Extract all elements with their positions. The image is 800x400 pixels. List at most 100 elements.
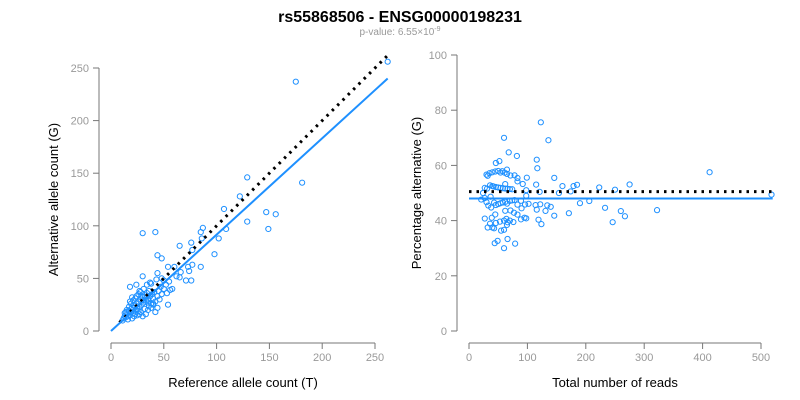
data-point	[215, 235, 222, 242]
data-point	[182, 277, 190, 284]
data-point	[176, 274, 183, 281]
x-axis-title: Total number of reads	[552, 375, 678, 390]
data-point	[244, 174, 251, 181]
data-point	[491, 225, 498, 232]
data-point	[500, 226, 508, 233]
data-point	[478, 196, 485, 203]
data-point	[507, 172, 514, 179]
data-point	[512, 240, 519, 247]
x-tick-label: 500	[752, 352, 770, 364]
right-panel: 0 20 40 60 80 100 0 100 200 300 400 500 Total number…	[409, 50, 775, 390]
data-point	[513, 152, 520, 160]
data-point	[706, 169, 713, 176]
y-tick-label: 200	[71, 116, 89, 128]
data-point	[136, 311, 143, 318]
x-tick-label: 100	[207, 352, 225, 364]
data-point	[492, 219, 499, 227]
data-point	[653, 207, 661, 214]
data-point	[492, 211, 499, 218]
reference-line	[118, 54, 389, 324]
data-point	[292, 78, 299, 85]
data-point	[542, 207, 549, 215]
y-tick-label: 80	[435, 105, 447, 117]
data-point	[519, 180, 526, 188]
x-tick-label: 50	[158, 352, 170, 364]
data-point	[504, 235, 511, 243]
data-point	[198, 235, 205, 242]
fit-line	[110, 77, 389, 332]
data-point	[502, 180, 509, 188]
data-point	[158, 255, 165, 262]
data-point	[197, 229, 204, 236]
data-point	[611, 186, 619, 193]
data-point	[496, 158, 503, 165]
x-axis-title: Reference allele count (T)	[168, 375, 318, 390]
data-point	[244, 218, 251, 225]
data-point	[299, 179, 306, 186]
data-point	[514, 174, 521, 182]
data-point	[144, 299, 152, 306]
data-point	[576, 200, 584, 207]
data-point	[503, 166, 511, 173]
y-tick-label: 50	[77, 273, 89, 285]
data-point	[510, 218, 517, 226]
x-tick-label: 100	[518, 352, 536, 364]
data-point	[489, 169, 496, 176]
data-point	[154, 252, 161, 259]
data-point	[504, 219, 511, 226]
data-point	[506, 185, 513, 193]
data-point	[169, 285, 176, 293]
data-point	[514, 201, 521, 208]
data-point	[151, 288, 158, 296]
data-point	[173, 273, 180, 280]
data-point	[164, 263, 172, 270]
left-panel: 0 50 100 150 200 250 0 50 100 150 200 250 Reference …	[46, 54, 391, 390]
x-tick-label: 250	[366, 352, 384, 364]
data-point	[146, 279, 154, 286]
y-tick-label: 0	[441, 326, 447, 338]
chart-subtitle: p-value: 6.55×10-9	[359, 26, 440, 38]
data-point	[164, 301, 172, 308]
data-point	[544, 202, 551, 209]
y-tick-label: 60	[435, 160, 447, 172]
data-point	[551, 212, 558, 219]
data-point	[263, 209, 270, 216]
data-point	[601, 204, 609, 211]
x-tick-label: 150	[260, 352, 278, 364]
y-axis-title: Alternative allele count (G)	[46, 123, 61, 276]
data-point	[154, 270, 161, 277]
data-point	[573, 181, 581, 188]
data-point	[156, 296, 163, 303]
y-tick-label: 0	[83, 326, 89, 338]
data-point	[545, 137, 552, 144]
data-point	[609, 219, 616, 226]
data-point	[265, 225, 272, 233]
x-tick-label: 0	[466, 352, 472, 364]
data-point	[272, 211, 279, 218]
data-point	[384, 58, 391, 65]
data-point	[565, 210, 572, 217]
data-point	[551, 174, 558, 181]
data-point	[122, 308, 129, 316]
p-value-exponent: -9	[434, 26, 440, 33]
data-point	[503, 221, 511, 228]
data-point	[135, 307, 142, 315]
data-point	[488, 204, 495, 211]
data-point	[509, 186, 516, 193]
data-point	[197, 263, 204, 270]
y-tick-label: 250	[71, 63, 89, 75]
p-value-text: p-value: 6.55×10	[359, 27, 434, 38]
y-axis-title: Percentage alternative (G)	[409, 117, 424, 269]
data-point	[537, 119, 544, 126]
data-point	[514, 178, 521, 185]
y-tick-label: 150	[71, 168, 89, 180]
data-point	[498, 227, 505, 234]
data-point	[502, 207, 509, 214]
data-point	[141, 305, 148, 313]
data-point	[148, 280, 155, 287]
data-point	[523, 174, 530, 181]
data-point	[500, 245, 508, 252]
data-point	[768, 191, 775, 198]
data-point	[139, 230, 146, 237]
